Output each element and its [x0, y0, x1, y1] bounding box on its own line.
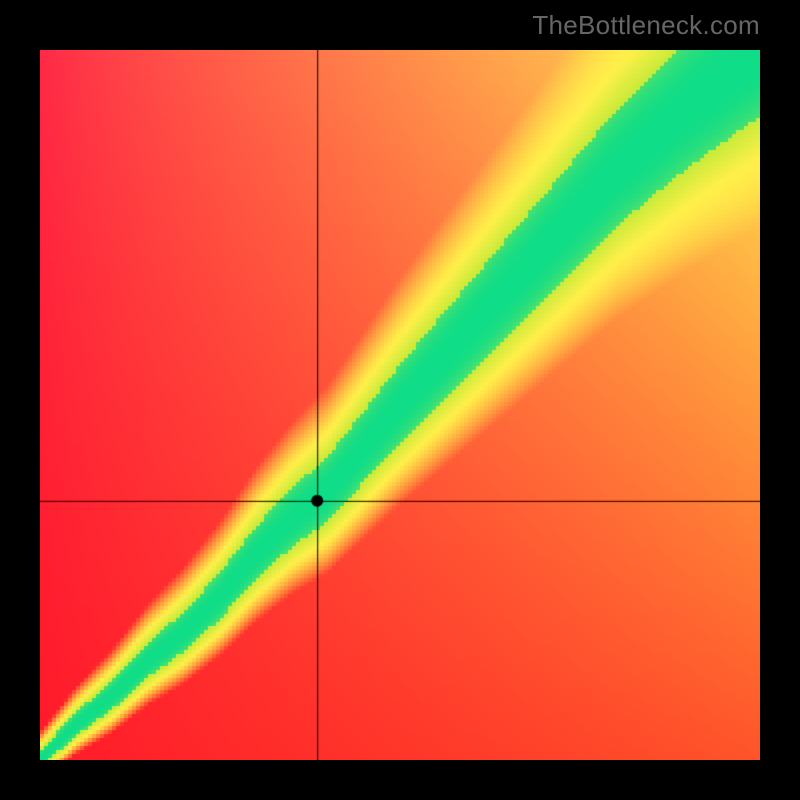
bottleneck-heatmap	[40, 50, 760, 760]
chart-container: TheBottleneck.com	[0, 0, 800, 800]
watermark-text: TheBottleneck.com	[532, 10, 760, 41]
